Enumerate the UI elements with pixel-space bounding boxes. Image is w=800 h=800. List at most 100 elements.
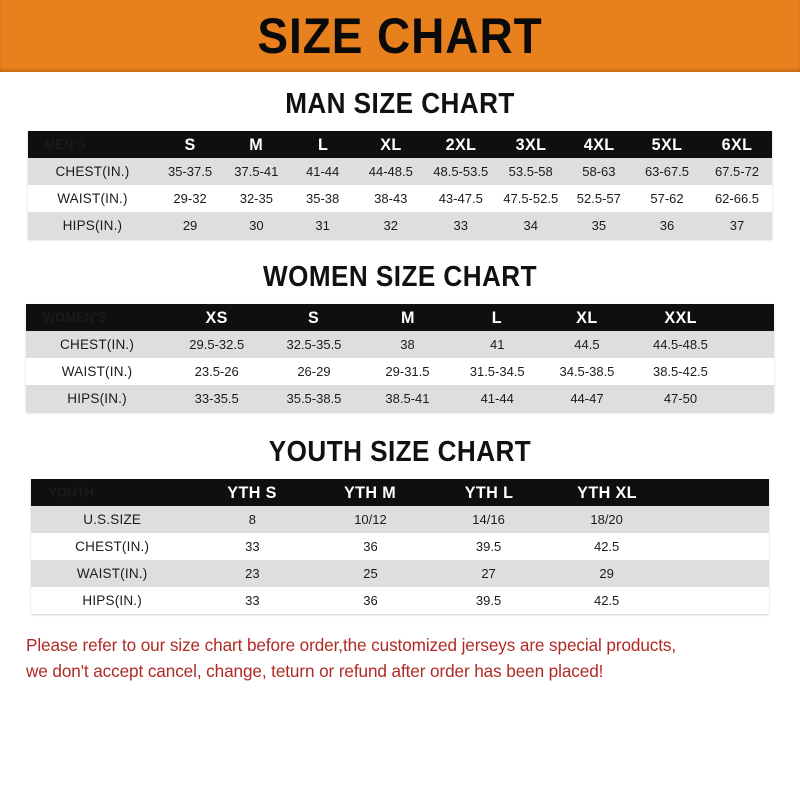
women-cell-1-5: 34.5-38.5 (559, 364, 615, 379)
man-header-cell-1: S (184, 134, 196, 154)
youth-cell-2-5 (666, 560, 769, 587)
man-cell-0-8: 63-67.5 (644, 164, 690, 179)
women-cell-2-4: 41-44 (480, 391, 514, 406)
women-cell-2-2: 35.5-38.5 (286, 391, 342, 406)
youth-header-cell-3: YTH L (464, 482, 513, 502)
youth-header-cell-4: YTH XL (576, 482, 637, 502)
man-cell-1-7: 52.5-57 (576, 191, 621, 206)
youth-cell-1-5 (666, 533, 769, 560)
women-table-row: CHEST(IN.) 29.5-32.5 32.5-35.5 38 41 44.5 44.5… (26, 331, 774, 358)
women-cell-1-4: 31.5-34.5 (469, 364, 525, 379)
women-table-row: WAIST(IN.) 23.5-26 26-29 29-31.5 31.5-34.5 34… (26, 358, 774, 385)
man-cell-0-7: 58-63 (582, 164, 616, 179)
man-header-cell-4: XL (380, 134, 402, 154)
man-cell-0-3: 41-44 (306, 164, 340, 179)
page-title: SIZE CHART (257, 8, 543, 64)
women-header-cell-6: XXL (664, 307, 697, 327)
youth-size-table-wrap: YOUTH YTH S YTH M YTH L YTH XL U.S.SIZE 8 10/12… (31, 479, 769, 614)
youth-cell-1-3: 39.5 (475, 539, 502, 554)
youth-cell-3-0: HIPS(IN.) (82, 593, 142, 608)
man-cell-2-9: 37 (729, 218, 745, 233)
youth-header-cell-0: YOUTH (48, 485, 95, 500)
women-cell-0-4: 41 (489, 337, 505, 352)
man-cell-1-1: 29-32 (173, 191, 207, 206)
man-size-table: MEN'S S M L XL 2XL 3XL 4XL 5XL 6XL CHEST(IN.) 35-37… (28, 131, 772, 239)
youth-cell-0-0: U.S.SIZE (83, 512, 142, 527)
man-cell-2-4: 32 (383, 218, 399, 233)
man-cell-0-9: 67.5-72 (714, 164, 760, 179)
order-policy-note: Please refer to our size chart before or… (26, 632, 763, 684)
youth-cell-2-0: WAIST(IN.) (76, 566, 148, 581)
women-cell-2-3: 38.5-41 (385, 391, 430, 406)
man-header-cell-8: 5XL (651, 134, 683, 154)
youth-cell-0-5 (666, 506, 769, 533)
man-cell-1-2: 32-35 (239, 191, 273, 206)
women-section-title: WOMEN SIZE CHART (263, 261, 537, 293)
man-table-row: CHEST(IN.) 35-37.5 37.5-41 41-44 44-48.5 48.5… (28, 158, 772, 185)
man-cell-1-3: 35-38 (306, 191, 340, 206)
man-cell-1-8: 57-62 (650, 191, 684, 206)
women-cell-0-1: 29.5-32.5 (189, 337, 245, 352)
man-cell-1-4: 38-43 (374, 191, 408, 206)
man-header-cell-5: 2XL (445, 134, 477, 154)
man-header-cell-2: M (249, 134, 264, 154)
youth-cell-2-4: 29 (599, 566, 614, 581)
man-header-cell-3: L (317, 134, 328, 154)
man-cell-1-9: 62-66.5 (714, 191, 760, 206)
youth-section-title: YOUTH SIZE CHART (268, 436, 532, 468)
man-cell-2-7: 35 (591, 218, 607, 233)
man-table-row: HIPS(IN.) 29 30 31 32 33 34 35 36 37 (28, 212, 772, 239)
women-header-cell-7 (730, 304, 773, 331)
man-cell-1-0: WAIST(IN.) (57, 191, 128, 206)
youth-cell-0-2: 10/12 (354, 512, 387, 527)
youth-cell-0-1: 8 (248, 512, 257, 527)
youth-cell-3-2: 36 (363, 593, 378, 608)
youth-header-cell-5 (668, 479, 766, 506)
man-table-row: WAIST(IN.) 29-32 32-35 35-38 38-43 43-47.5 47.… (28, 185, 772, 212)
youth-cell-2-1: 23 (245, 566, 260, 581)
women-header-cell-3: M (400, 307, 415, 327)
youth-table-row: HIPS(IN.) 33 36 39.5 42.5 (31, 587, 769, 614)
youth-header-row: YOUTH YTH S YTH M YTH L YTH XL (31, 479, 769, 506)
youth-cell-1-2: 36 (363, 539, 378, 554)
man-header-cell-6: 3XL (515, 134, 547, 154)
women-cell-0-7 (729, 331, 774, 358)
women-cell-1-3: 29-31.5 (385, 364, 430, 379)
youth-header-cell-1: YTH S (227, 482, 278, 502)
women-header-cell-5: XL (576, 307, 598, 327)
women-cell-0-0: CHEST(IN.) (60, 337, 135, 352)
man-cell-1-6: 47.5-52.5 (503, 191, 559, 206)
women-cell-0-2: 32.5-35.5 (286, 337, 342, 352)
women-cell-2-0: HIPS(IN.) (67, 391, 127, 406)
man-header-cell-0: MEN'S (44, 137, 86, 152)
women-header-cell-2: S (308, 307, 320, 327)
youth-cell-2-2: 25 (363, 566, 378, 581)
man-cell-0-6: 53.5-58 (508, 164, 553, 179)
man-cell-0-1: 35-37.5 (168, 164, 213, 179)
youth-cell-3-5 (666, 587, 769, 614)
women-cell-2-6: 47-50 (663, 391, 698, 406)
youth-cell-0-4: 18/20 (590, 512, 623, 527)
man-header-cell-9: 6XL (721, 134, 753, 154)
order-policy-line-1: Please refer to our size chart before or… (26, 635, 677, 655)
man-section-title: MAN SIZE CHART (285, 88, 515, 120)
women-header-cell-4: L (492, 307, 503, 327)
man-cell-2-0: HIPS(IN.) (62, 218, 123, 233)
man-header-row: MEN'S S M L XL 2XL 3XL 4XL 5XL 6XL (28, 131, 772, 158)
man-cell-2-2: 30 (249, 218, 264, 233)
youth-cell-3-4: 42.5 (593, 593, 620, 608)
women-cell-0-5: 44.5 (574, 337, 600, 352)
man-cell-1-5: 43-47.5 (438, 191, 483, 206)
women-header-row: WOMEN'S XS S M L XL XXL (26, 304, 774, 331)
women-table-row: HIPS(IN.) 33-35.5 35.5-38.5 38.5-41 41-44 44-… (26, 385, 774, 412)
youth-table-row: CHEST(IN.) 33 36 39.5 42.5 (31, 533, 769, 560)
man-cell-0-5: 48.5-53.5 (433, 164, 489, 179)
women-cell-2-7 (729, 385, 774, 412)
women-cell-2-5: 44-47 (570, 391, 604, 406)
youth-cell-1-1: 33 (245, 539, 260, 554)
man-cell-0-0: CHEST(IN.) (55, 164, 130, 179)
women-cell-1-0: WAIST(IN.) (61, 364, 133, 379)
youth-size-table: YOUTH YTH S YTH M YTH L YTH XL U.S.SIZE 8 10/12… (31, 479, 769, 614)
women-cell-1-1: 23.5-26 (194, 364, 239, 379)
